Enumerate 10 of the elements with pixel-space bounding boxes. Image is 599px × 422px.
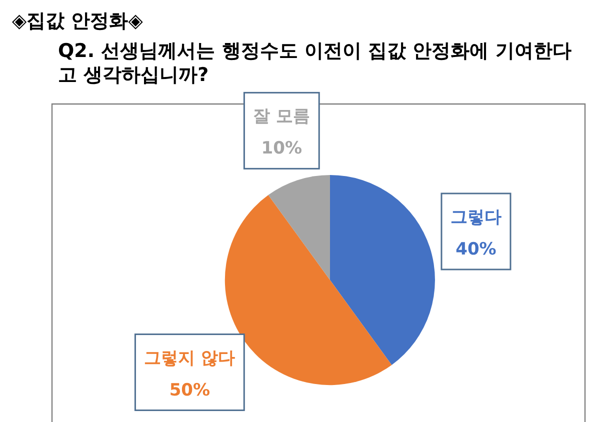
- chart-title: ◈집값 안정화◈: [12, 10, 144, 32]
- chart-subtitle: Q2. 선생님께서는 행정수도 이전이 집값 안정화에 기여한다고 생각하십니까?: [58, 40, 572, 86]
- slice-label: 그렇지 않다: [144, 348, 236, 368]
- slice-label: 잘 모름: [253, 106, 310, 127]
- pie-slice: [268, 175, 330, 280]
- slice-label: 그렇다: [450, 207, 502, 228]
- data-label: 40%: [456, 239, 496, 260]
- data-label: 50%: [169, 380, 210, 400]
- pie-slice: [330, 175, 435, 365]
- data-label: 10%: [261, 138, 302, 159]
